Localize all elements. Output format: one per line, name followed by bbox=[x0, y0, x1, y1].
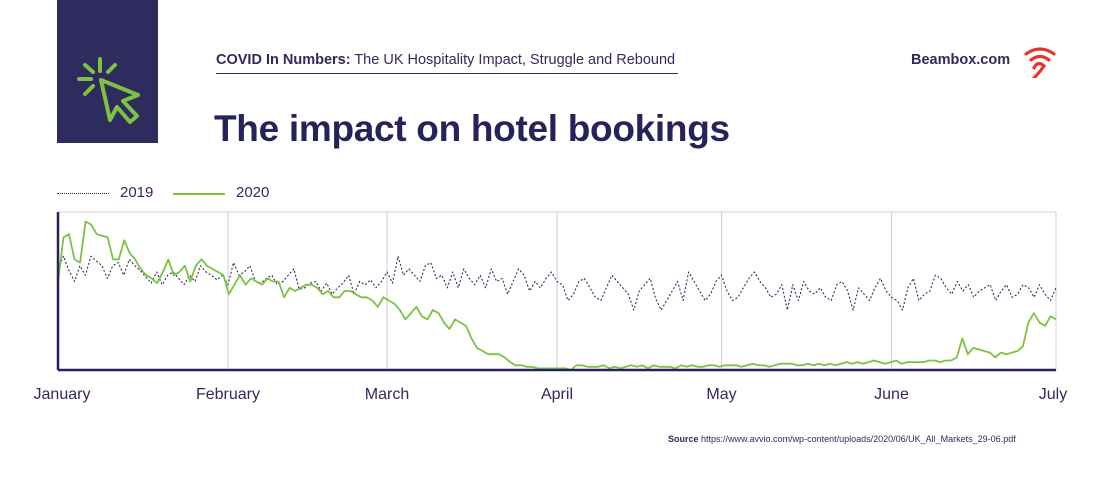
source-note: Source https://www.avvio.com/wp-content/… bbox=[668, 434, 1016, 444]
x-tick-label-may: May bbox=[706, 386, 736, 403]
legend-swatch-2020 bbox=[173, 193, 225, 195]
report-series-label: COVID In Numbers: bbox=[216, 52, 351, 68]
x-tick-label-june: June bbox=[874, 386, 909, 403]
series-line-2020 bbox=[57, 220, 1057, 371]
cursor-click-icon bbox=[77, 57, 140, 124]
logo-block bbox=[57, 0, 158, 143]
legend-swatch-2019 bbox=[57, 193, 109, 194]
source-url[interactable]: https://www.avvio.com/wp-content/uploads… bbox=[701, 434, 1016, 444]
x-tick-label-march: March bbox=[365, 386, 409, 403]
wifi-signal-icon bbox=[1024, 47, 1056, 78]
legend-label-2020: 2020 bbox=[236, 184, 270, 201]
report-header: COVID In Numbers: The UK Hospitality Imp… bbox=[216, 52, 678, 74]
x-tick-label-february: February bbox=[196, 386, 260, 403]
x-tick-label-april: April bbox=[541, 386, 573, 403]
report-subtitle: The UK Hospitality Impact, Struggle and … bbox=[354, 52, 676, 68]
chart-title: The impact on hotel bookings bbox=[214, 108, 730, 149]
x-tick-label-january: January bbox=[34, 386, 91, 403]
brand-name[interactable]: Beambox.com bbox=[911, 52, 1011, 68]
source-label: Source bbox=[668, 434, 699, 444]
x-tick-label-july: July bbox=[1039, 386, 1067, 403]
legend-label-2019: 2019 bbox=[120, 184, 154, 201]
